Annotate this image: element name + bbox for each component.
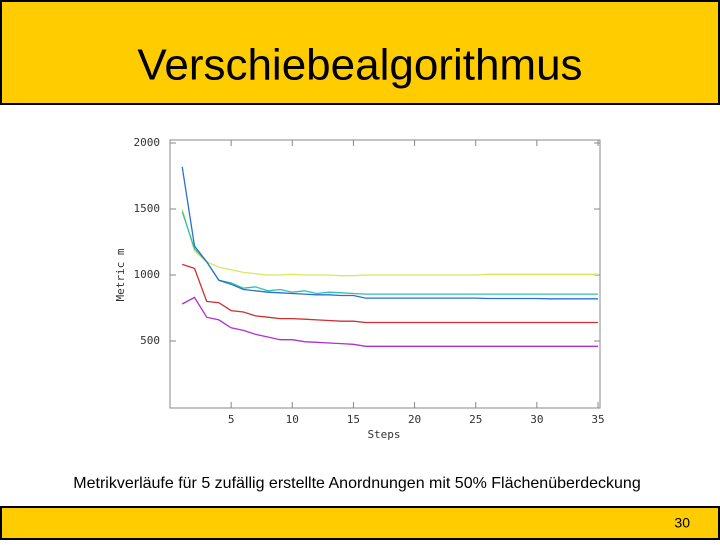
y-tick-label: 1000 [134,268,161,281]
footer-bar [0,506,720,540]
x-tick-label: 10 [286,413,299,426]
x-tick-label: 30 [530,413,543,426]
x-tick-label: 25 [469,413,482,426]
y-tick-label: 2000 [134,136,161,149]
series-line [181,296,598,347]
series-line [181,166,598,300]
x-tick-label: 20 [408,413,421,426]
y-tick-label: 1500 [134,202,161,215]
x-tick-label: 35 [591,413,604,426]
x-tick-label: 15 [347,413,360,426]
y-axis-label: Metric m [114,248,127,301]
x-axis-label: Steps [367,428,400,441]
plot-frame [169,139,601,409]
series-line [181,208,598,277]
series-line [181,211,598,295]
x-tick-label: 5 [228,413,235,426]
y-tick-label: 500 [140,334,160,347]
slide-title: Verschiebealgorithmus [137,41,582,90]
series-line [181,263,598,324]
title-banner [0,0,720,105]
page-number: 30 [674,515,690,531]
caption: Metrikverläufe für 5 zufällig erstellte … [73,475,640,492]
